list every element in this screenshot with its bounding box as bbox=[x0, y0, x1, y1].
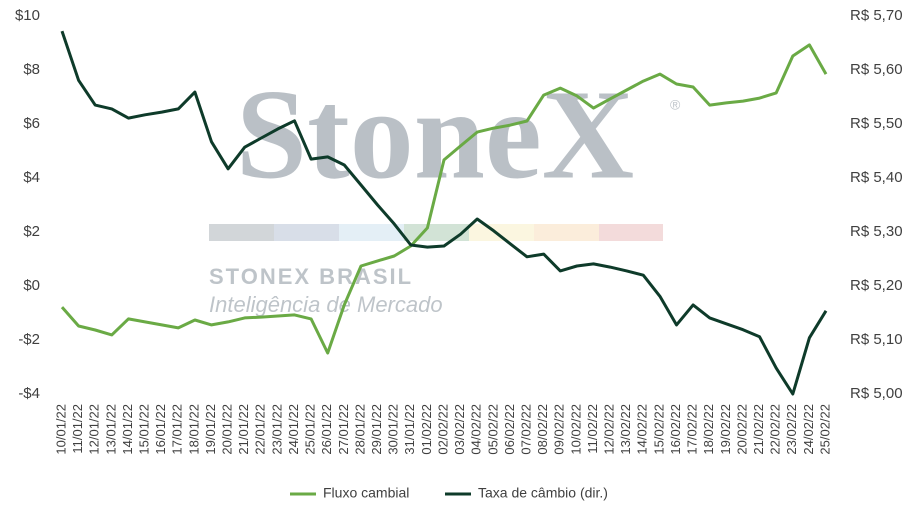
x-tick-label: 17/01/22 bbox=[170, 404, 185, 455]
x-tick-label: 05/02/22 bbox=[485, 404, 500, 455]
watermark-bar bbox=[469, 224, 534, 241]
x-tick-label: 26/01/22 bbox=[319, 404, 334, 455]
y2-tick-label: R$ 5,50 bbox=[850, 115, 903, 132]
x-tick-label: 25/02/22 bbox=[817, 404, 832, 455]
x-tick-label: 21/02/22 bbox=[751, 404, 766, 455]
watermark-bar bbox=[209, 224, 274, 241]
x-tick-label: 23/02/22 bbox=[784, 404, 799, 455]
watermark-logo: StoneX bbox=[236, 63, 634, 205]
y2-tick-label: R$ 5,20 bbox=[850, 277, 903, 294]
y2-tick-label: R$ 5,10 bbox=[850, 331, 903, 348]
x-tick-label: 13/01/22 bbox=[103, 404, 118, 455]
x-tick-label: 12/02/22 bbox=[602, 404, 617, 455]
x-tick-label: 18/01/22 bbox=[186, 404, 201, 455]
x-tick-label: 23/01/22 bbox=[269, 404, 284, 455]
y2-tick-label: R$ 5,70 bbox=[850, 7, 903, 24]
watermark-tagline: Inteligência de Mercado bbox=[209, 292, 443, 317]
x-tick-label: 07/02/22 bbox=[518, 404, 533, 455]
y2-tick-label: R$ 5,00 bbox=[850, 385, 903, 402]
x-tick-label: 21/01/22 bbox=[236, 404, 251, 455]
watermark-bar bbox=[404, 224, 469, 241]
y-tick-label: $8 bbox=[23, 61, 40, 78]
series-line bbox=[60, 43, 828, 355]
x-tick-label: 09/02/22 bbox=[552, 404, 567, 455]
x-tick-label: 31/01/22 bbox=[402, 404, 417, 455]
watermark-brand: STONEX BRASIL bbox=[209, 264, 413, 289]
y-tick-label: -$4 bbox=[18, 385, 40, 402]
x-tick-label: 28/01/22 bbox=[352, 404, 367, 455]
y2-tick-label: R$ 5,60 bbox=[850, 61, 903, 78]
watermark-bar bbox=[339, 224, 404, 241]
y-tick-label: $2 bbox=[23, 223, 40, 240]
x-tick-label: 01/02/22 bbox=[419, 404, 434, 455]
x-tick-label: 17/02/22 bbox=[685, 404, 700, 455]
y-tick-label: $4 bbox=[23, 169, 40, 186]
x-tick-label: 11/01/22 bbox=[70, 404, 85, 454]
x-tick-label: 02/02/22 bbox=[435, 404, 450, 455]
legend-label: Taxa de câmbio (dir.) bbox=[478, 485, 608, 501]
watermark: StoneX ® STONEX BRASIL Inteligência de M… bbox=[209, 63, 681, 317]
x-tick-label: 08/02/22 bbox=[535, 404, 550, 455]
x-tick-label: 20/02/22 bbox=[734, 404, 749, 455]
y2-tick-label: R$ 5,30 bbox=[850, 223, 903, 240]
x-tick-label: 19/01/22 bbox=[203, 404, 218, 455]
x-tick-label: 24/02/22 bbox=[801, 404, 816, 455]
x-tick-label: 16/01/22 bbox=[153, 404, 168, 455]
watermark-bar bbox=[274, 224, 339, 241]
x-tick-label: 15/02/22 bbox=[651, 404, 666, 455]
x-tick-label: 19/02/22 bbox=[718, 404, 733, 455]
y2-tick-label: R$ 5,40 bbox=[850, 169, 903, 186]
x-tick-label: 27/01/22 bbox=[336, 404, 351, 455]
x-tick-label: 06/02/22 bbox=[502, 404, 517, 455]
x-tick-label: 14/01/22 bbox=[120, 404, 135, 455]
x-tick-label: 25/01/22 bbox=[303, 404, 318, 455]
y-tick-label: -$2 bbox=[18, 331, 40, 348]
watermark-bar bbox=[599, 224, 663, 241]
x-tick-label: 10/02/22 bbox=[568, 404, 583, 455]
x-tick-label: 12/01/22 bbox=[87, 404, 102, 455]
x-tick-label: 20/01/22 bbox=[220, 404, 235, 455]
y-tick-label: $0 bbox=[23, 277, 40, 294]
y-tick-label: $6 bbox=[23, 115, 40, 132]
x-tick-label: 04/02/22 bbox=[469, 404, 484, 455]
x-tick-label: 22/01/22 bbox=[253, 404, 268, 455]
series-line bbox=[60, 30, 828, 396]
y-tick-label: $10 bbox=[15, 7, 40, 24]
watermark-bar bbox=[534, 224, 599, 241]
x-tick-label: 11/02/22 bbox=[585, 404, 600, 454]
x-tick-label: 13/02/22 bbox=[618, 404, 633, 455]
x-tick-label: 18/02/22 bbox=[701, 404, 716, 455]
x-tick-label: 29/01/22 bbox=[369, 404, 384, 455]
x-tick-label: 22/02/22 bbox=[768, 404, 783, 455]
x-tick-label: 15/01/22 bbox=[136, 404, 151, 455]
x-tick-label: 30/01/22 bbox=[386, 404, 401, 455]
x-tick-label: 10/01/22 bbox=[53, 404, 68, 455]
legend-label: Fluxo cambial bbox=[323, 485, 409, 501]
watermark-mark: ® bbox=[670, 97, 681, 113]
x-tick-label: 16/02/22 bbox=[668, 404, 683, 455]
x-tick-label: 03/02/22 bbox=[452, 404, 467, 455]
x-tick-label: 24/01/22 bbox=[286, 404, 301, 455]
x-tick-label: 14/02/22 bbox=[635, 404, 650, 455]
